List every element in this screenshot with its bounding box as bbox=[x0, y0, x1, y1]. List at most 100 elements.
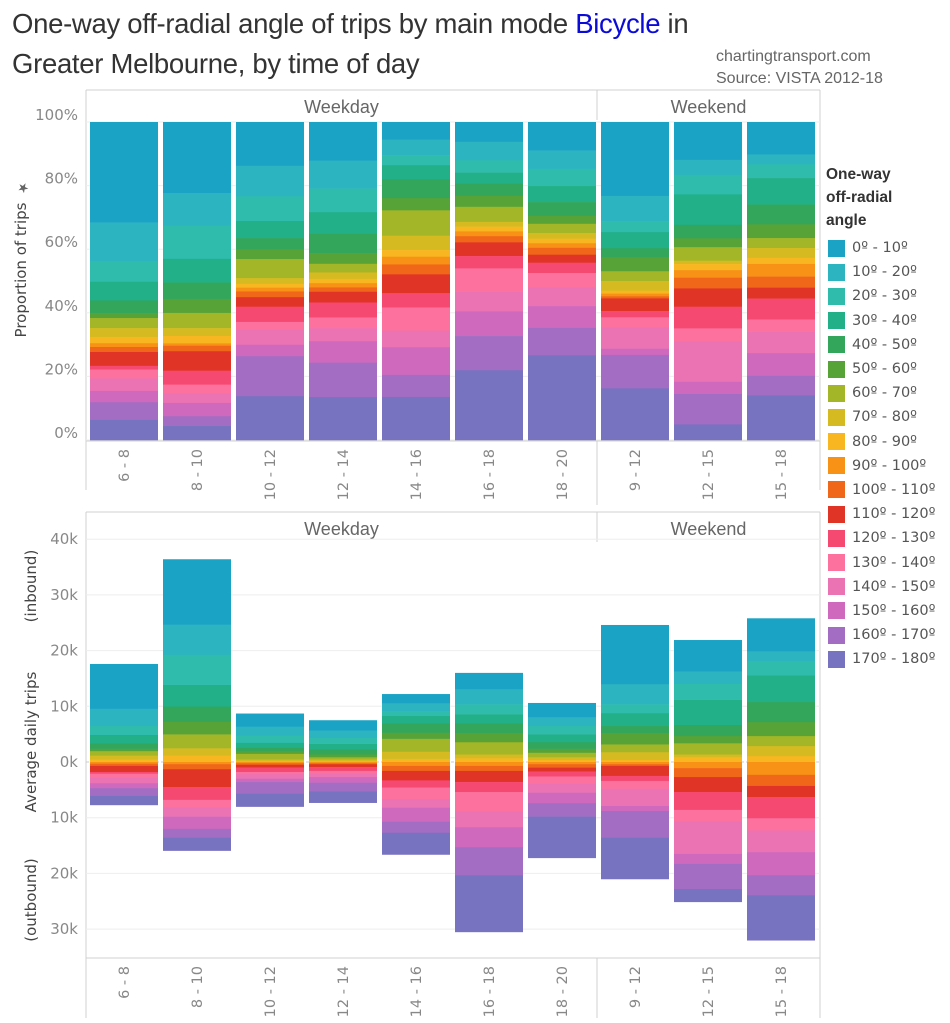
outbound-segment[interactable] bbox=[455, 762, 523, 767]
outbound-segment[interactable] bbox=[455, 770, 523, 783]
proportion-segment[interactable] bbox=[455, 336, 523, 371]
inbound-segment[interactable] bbox=[163, 748, 231, 756]
proportion-segment[interactable] bbox=[90, 300, 158, 314]
outbound-segment[interactable] bbox=[747, 785, 815, 798]
inbound-segment[interactable] bbox=[528, 752, 596, 758]
proportion-segment[interactable] bbox=[90, 352, 158, 367]
proportion-segment[interactable] bbox=[309, 233, 377, 254]
count-bar[interactable] bbox=[601, 624, 669, 880]
legend-item[interactable]: 20º - 30º bbox=[826, 284, 935, 308]
inbound-segment[interactable] bbox=[382, 694, 450, 704]
outbound-segment[interactable] bbox=[309, 763, 377, 765]
inbound-segment[interactable] bbox=[455, 704, 523, 715]
proportion-segment[interactable] bbox=[455, 268, 523, 292]
proportion-segment[interactable] bbox=[528, 262, 596, 274]
proportion-segment[interactable] bbox=[747, 247, 815, 259]
legend-item[interactable]: 140º - 150º bbox=[826, 575, 935, 599]
inbound-segment[interactable] bbox=[163, 654, 231, 685]
proportion-segment[interactable] bbox=[163, 351, 231, 371]
proportion-segment[interactable] bbox=[309, 263, 377, 273]
proportion-segment[interactable] bbox=[747, 164, 815, 179]
proportion-segment[interactable] bbox=[163, 193, 231, 227]
proportion-segment[interactable] bbox=[163, 426, 231, 441]
proportion-segment[interactable] bbox=[309, 212, 377, 235]
count-bar[interactable] bbox=[528, 702, 596, 859]
inbound-segment[interactable] bbox=[674, 756, 742, 763]
proportion-segment[interactable] bbox=[90, 390, 158, 403]
proportion-segment[interactable] bbox=[382, 198, 450, 211]
proportion-segment[interactable] bbox=[674, 260, 742, 265]
proportion-segment[interactable] bbox=[236, 396, 304, 441]
inbound-segment[interactable] bbox=[90, 750, 158, 756]
proportion-segment[interactable] bbox=[382, 210, 450, 237]
proportion-segment[interactable] bbox=[236, 221, 304, 239]
outbound-segment[interactable] bbox=[674, 768, 742, 778]
proportion-segment[interactable] bbox=[90, 402, 158, 421]
proportion-segment[interactable] bbox=[455, 231, 523, 237]
proportion-segment[interactable] bbox=[236, 283, 304, 288]
outbound-segment[interactable] bbox=[163, 837, 231, 851]
proportion-segment[interactable] bbox=[747, 257, 815, 265]
proportion-segment[interactable] bbox=[747, 122, 815, 155]
proportion-bar[interactable] bbox=[90, 122, 158, 441]
proportion-segment[interactable] bbox=[674, 393, 742, 425]
inbound-segment[interactable] bbox=[382, 723, 450, 733]
outbound-segment[interactable] bbox=[163, 762, 231, 765]
proportion-segment[interactable] bbox=[382, 307, 450, 331]
proportion-segment[interactable] bbox=[236, 196, 304, 222]
inbound-segment[interactable] bbox=[309, 749, 377, 755]
proportion-bar[interactable] bbox=[747, 122, 815, 441]
outbound-segment[interactable] bbox=[382, 799, 450, 808]
count-bar[interactable] bbox=[382, 694, 450, 855]
outbound-segment[interactable] bbox=[601, 837, 669, 880]
legend-item[interactable]: 80º - 90º bbox=[826, 430, 935, 454]
outbound-segment[interactable] bbox=[236, 763, 304, 766]
inbound-segment[interactable] bbox=[528, 756, 596, 761]
proportion-segment[interactable] bbox=[601, 327, 669, 349]
legend-item[interactable]: 90º - 100º bbox=[826, 454, 935, 478]
inbound-segment[interactable] bbox=[163, 624, 231, 655]
inbound-segment[interactable] bbox=[601, 744, 669, 753]
proportion-segment[interactable] bbox=[309, 328, 377, 342]
proportion-segment[interactable] bbox=[747, 287, 815, 299]
proportion-segment[interactable] bbox=[455, 370, 523, 441]
outbound-segment[interactable] bbox=[90, 795, 158, 806]
proportion-segment[interactable] bbox=[528, 272, 596, 289]
inbound-segment[interactable] bbox=[747, 755, 815, 763]
proportion-segment[interactable] bbox=[163, 312, 231, 329]
proportion-segment[interactable] bbox=[528, 202, 596, 217]
proportion-segment[interactable] bbox=[309, 122, 377, 161]
outbound-segment[interactable] bbox=[309, 767, 377, 772]
outbound-segment[interactable] bbox=[163, 828, 231, 839]
legend-item[interactable]: 100º - 110º bbox=[826, 478, 935, 502]
legend-item[interactable]: 130º - 140º bbox=[826, 550, 935, 574]
proportion-segment[interactable] bbox=[236, 344, 304, 357]
inbound-segment[interactable] bbox=[382, 732, 450, 739]
inbound-segment[interactable] bbox=[309, 754, 377, 758]
outbound-segment[interactable] bbox=[163, 787, 231, 801]
proportion-segment[interactable] bbox=[163, 370, 231, 385]
proportion-segment[interactable] bbox=[601, 195, 669, 222]
inbound-segment[interactable] bbox=[455, 689, 523, 705]
inbound-segment[interactable] bbox=[601, 704, 669, 714]
proportion-segment[interactable] bbox=[382, 330, 450, 348]
outbound-segment[interactable] bbox=[382, 765, 450, 772]
inbound-segment[interactable] bbox=[455, 741, 523, 755]
outbound-segment[interactable] bbox=[674, 777, 742, 793]
proportion-segment[interactable] bbox=[601, 281, 669, 292]
proportion-segment[interactable] bbox=[455, 256, 523, 269]
proportion-segment[interactable] bbox=[236, 249, 304, 260]
proportion-segment[interactable] bbox=[382, 264, 450, 275]
proportion-segment[interactable] bbox=[163, 343, 231, 347]
inbound-segment[interactable] bbox=[90, 708, 158, 727]
proportion-segment[interactable] bbox=[601, 290, 669, 294]
inbound-segment[interactable] bbox=[382, 738, 450, 752]
proportion-segment[interactable] bbox=[455, 195, 523, 208]
inbound-segment[interactable] bbox=[236, 735, 304, 743]
outbound-segment[interactable] bbox=[674, 863, 742, 890]
outbound-segment[interactable] bbox=[309, 777, 377, 783]
legend-item[interactable]: 60º - 70º bbox=[826, 381, 935, 405]
proportion-segment[interactable] bbox=[674, 288, 742, 308]
proportion-segment[interactable] bbox=[309, 278, 377, 284]
inbound-segment[interactable] bbox=[309, 730, 377, 738]
